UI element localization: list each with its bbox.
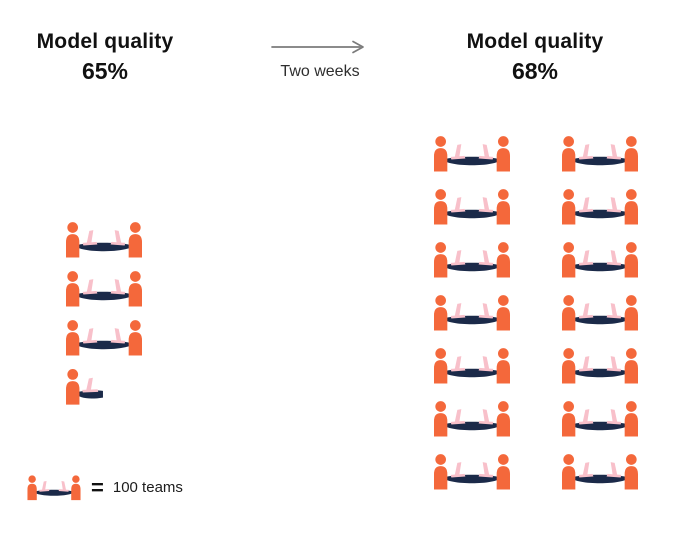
team-icon bbox=[562, 189, 638, 225]
legend-icon-slot bbox=[26, 474, 82, 501]
team-icon bbox=[434, 454, 510, 490]
after-header: Model quality 68% bbox=[447, 30, 623, 85]
right-arrow-icon bbox=[271, 40, 364, 54]
before-value: 65% bbox=[81, 58, 129, 84]
before-header: Model quality 65% bbox=[17, 30, 193, 85]
team-icon bbox=[434, 295, 510, 331]
team-icon bbox=[434, 242, 510, 278]
team-icon bbox=[562, 295, 638, 331]
team-icon bbox=[562, 348, 638, 384]
transition: Two weeks bbox=[266, 40, 374, 81]
team-icon bbox=[562, 454, 638, 490]
team-icon bbox=[66, 320, 142, 356]
team-half-icon bbox=[66, 369, 103, 405]
team-icon bbox=[27, 475, 81, 501]
legend-label: 100 teams bbox=[112, 479, 183, 496]
after-value: 68% bbox=[511, 58, 559, 84]
after-icon-grid bbox=[432, 134, 640, 491]
team-icon bbox=[66, 271, 142, 307]
before-icon-column bbox=[64, 220, 144, 406]
equals-sign: = bbox=[91, 474, 104, 500]
legend: = 100 teams bbox=[26, 474, 183, 501]
team-icon bbox=[562, 401, 638, 437]
after-title: Model quality bbox=[466, 30, 604, 53]
team-icon bbox=[562, 136, 638, 172]
team-icon bbox=[434, 348, 510, 384]
team-icon bbox=[434, 136, 510, 172]
team-icon bbox=[434, 189, 510, 225]
team-icon bbox=[562, 242, 638, 278]
before-title: Model quality bbox=[36, 30, 174, 53]
team-icon bbox=[434, 401, 510, 437]
transition-label: Two weeks bbox=[280, 63, 360, 80]
team-icon bbox=[66, 222, 142, 258]
